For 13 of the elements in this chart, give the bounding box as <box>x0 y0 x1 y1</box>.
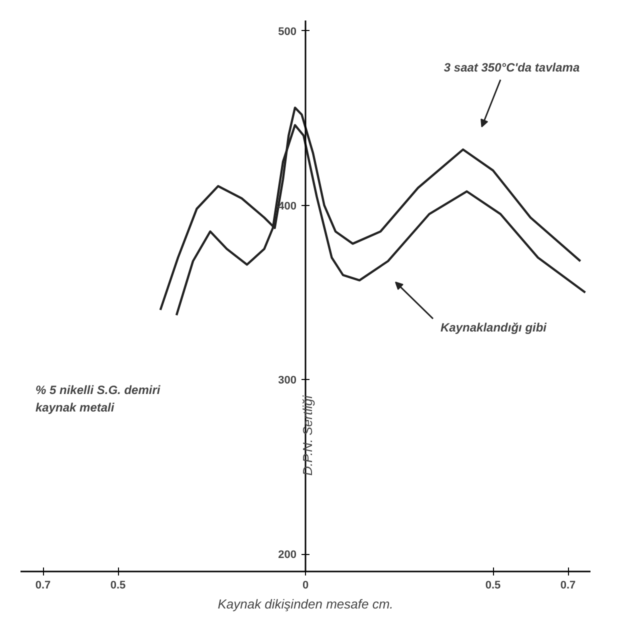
x-axis-title: Kaynak dikişinden mesafe cm. <box>218 596 394 612</box>
text: 3 saat 350°C'da tavlama <box>444 60 580 75</box>
x-tick-label: 0 <box>302 580 309 592</box>
text: Kaynaklandığı gibi <box>440 320 548 334</box>
x-tick-label: 0.7 <box>35 580 51 592</box>
x-tick-label: 0.5 <box>110 580 126 592</box>
y-tick-label: 200 <box>278 549 297 562</box>
y-tick-label: 300 <box>278 374 297 387</box>
annotation: % 5 nikelli S.G. demiri kaynak metali <box>36 383 161 415</box>
y-axis-title: D.P.N. Sertliği <box>300 394 315 476</box>
y-tick-label: 500 <box>278 26 297 38</box>
x-tick-label: 0.5 <box>485 580 501 592</box>
x-tick-label: 0.7 <box>560 580 576 592</box>
